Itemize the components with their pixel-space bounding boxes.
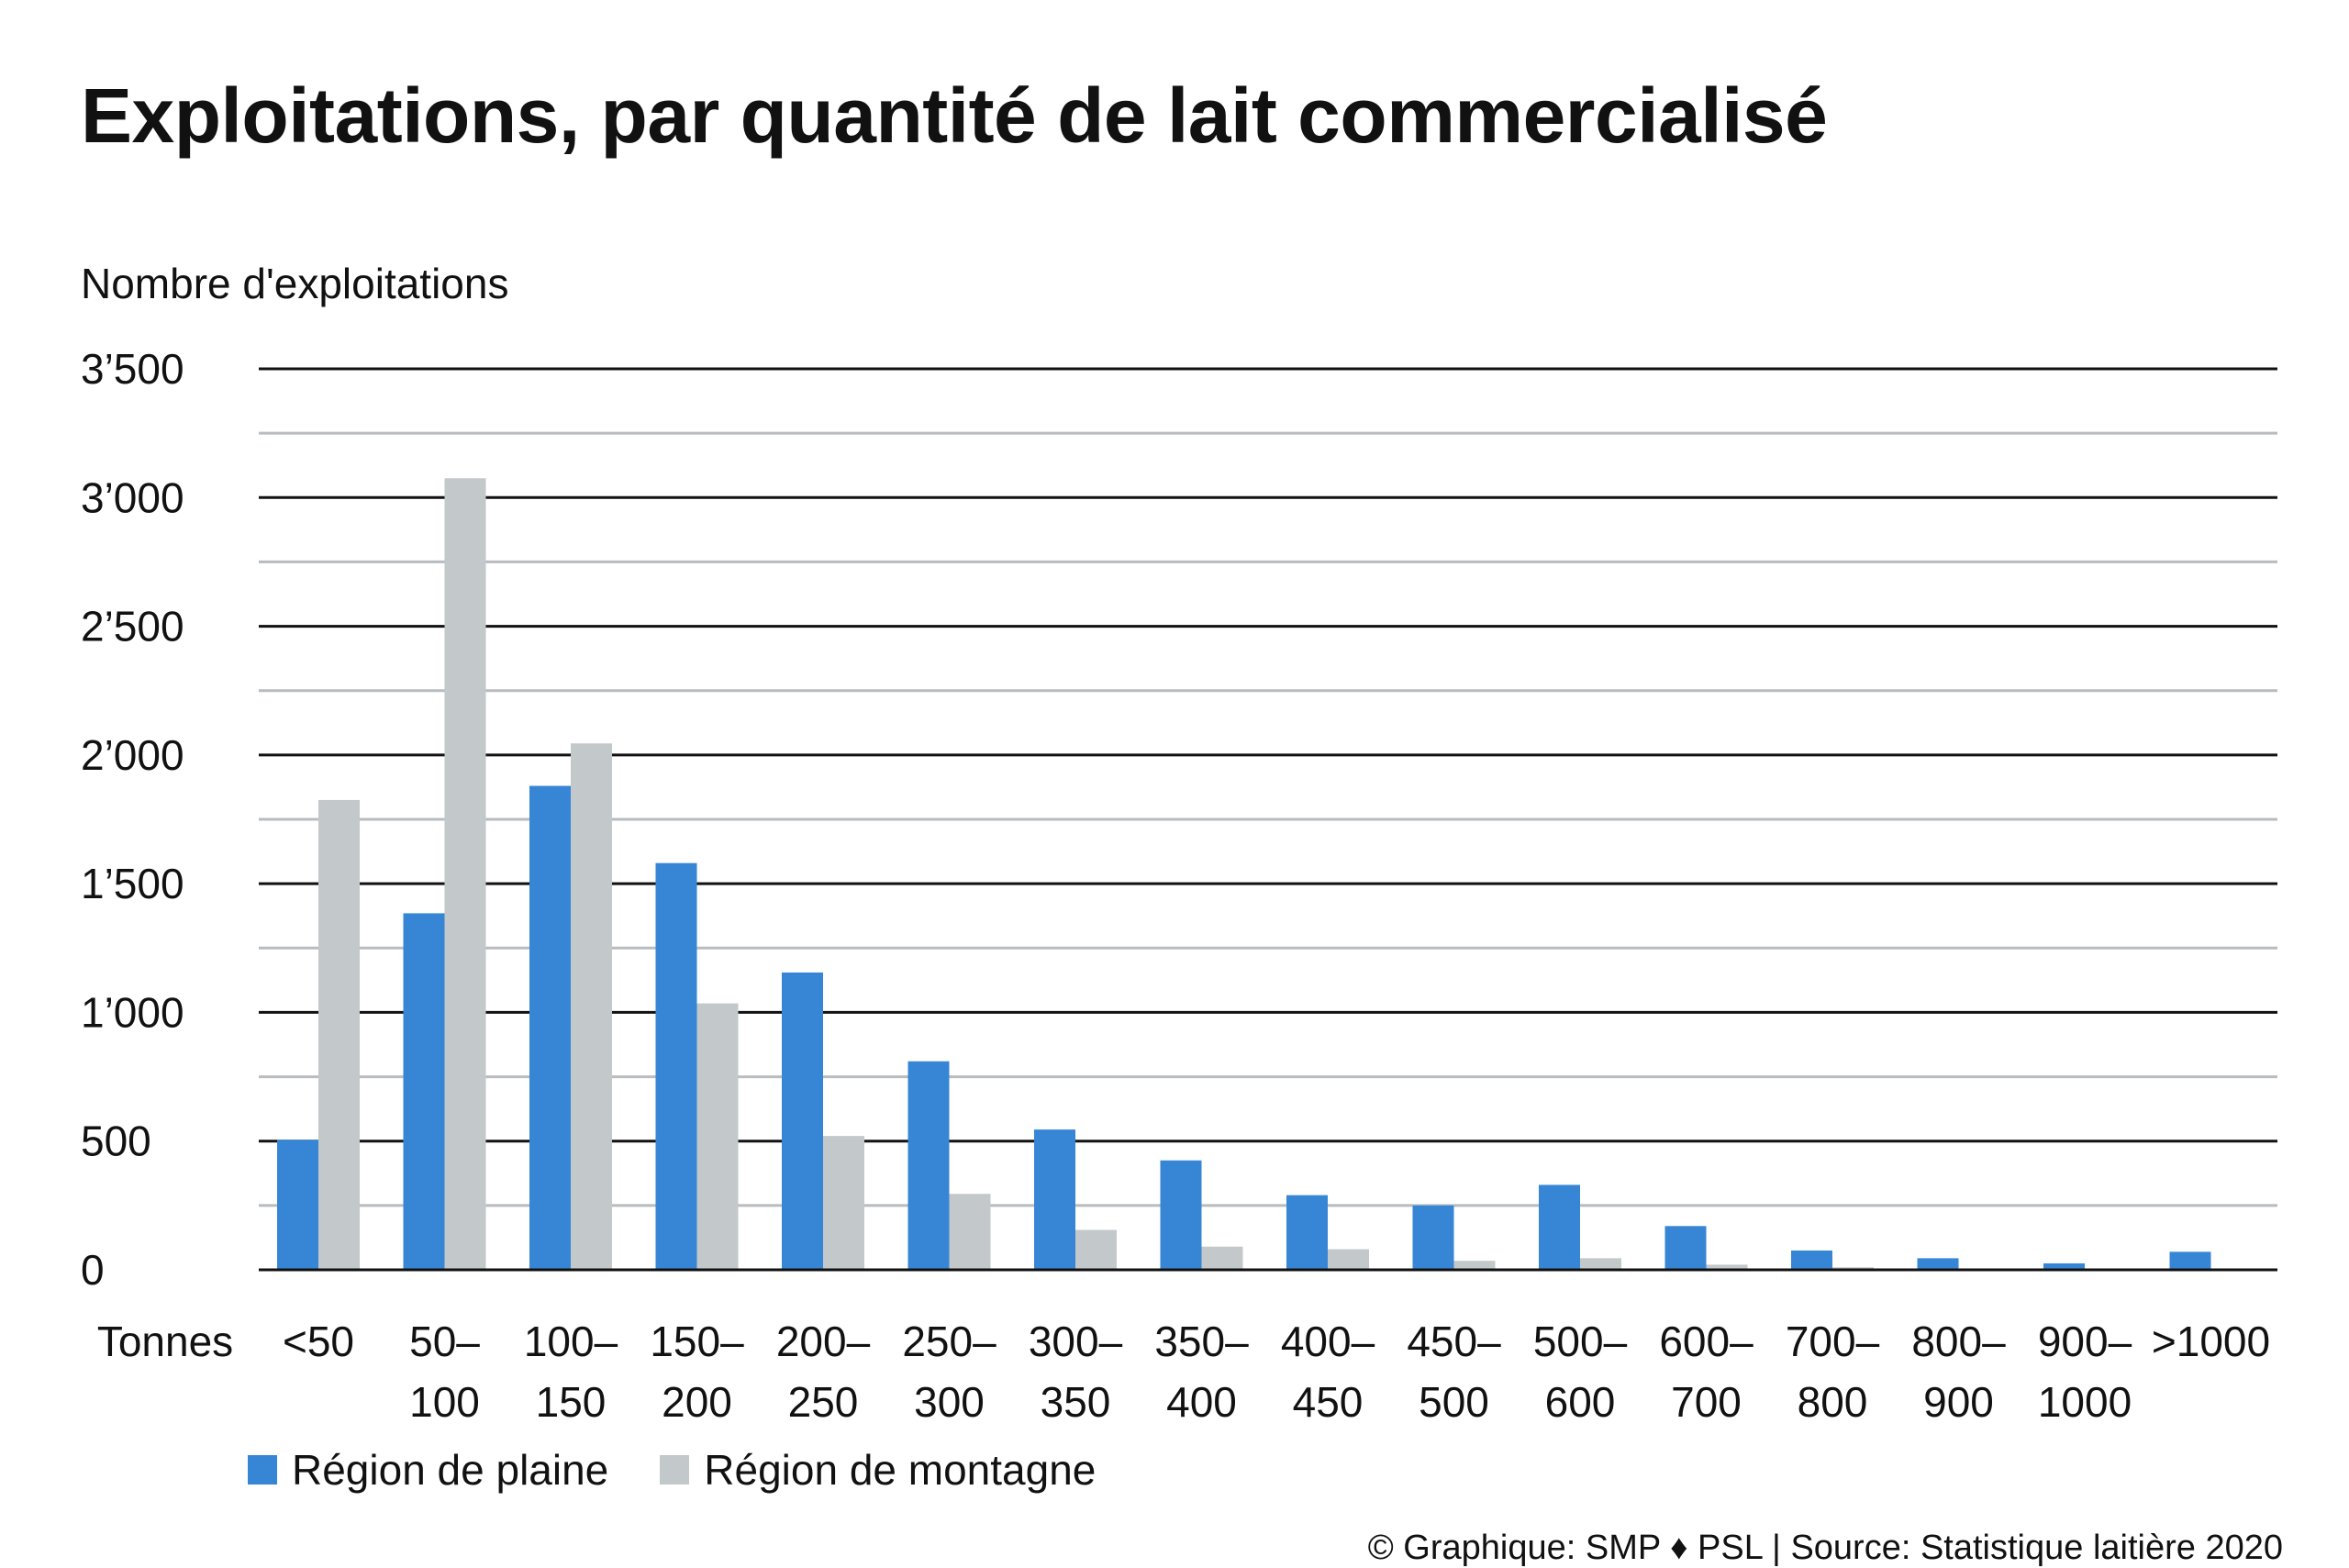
source-credit: © Graphique: SMP ♦ PSL | Source: Statist… (1367, 1529, 2283, 1567)
x-tick-label: 600– (1659, 1318, 1753, 1365)
x-tick-label: 250– (902, 1318, 996, 1365)
legend-item-montagne: Région de montagne (660, 1445, 1096, 1495)
x-tick-label: 300 (914, 1378, 985, 1426)
x-tick-label: 400– (1281, 1318, 1375, 1365)
x-tick-label: 900 (1923, 1378, 1994, 1426)
x-tick-label: 200 (662, 1378, 732, 1426)
x-tick-label: 800– (1911, 1318, 2006, 1365)
x-tick-label: 450– (1407, 1318, 1501, 1365)
legend-label-plaine: Région de plaine (292, 1446, 609, 1494)
bar-plaine (1286, 1195, 1328, 1270)
x-tick-label: 50– (409, 1318, 480, 1365)
bar-plaine (1539, 1184, 1580, 1270)
legend-item-plaine: Région de plaine (248, 1445, 608, 1495)
bar-montagne (571, 743, 612, 1270)
y-tick-label: 500 (81, 1118, 151, 1165)
x-tick-label: 150 (536, 1378, 607, 1426)
bar-plaine (277, 1140, 318, 1270)
bar-plaine (1034, 1129, 1075, 1270)
bar-plaine (782, 972, 823, 1270)
chart-title: Exploitations, par quantité de lait comm… (81, 72, 1828, 159)
y-tick-label: 3’000 (81, 473, 184, 521)
x-tick-label: 500 (1419, 1378, 1489, 1426)
x-tick-label: 100– (524, 1318, 618, 1365)
legend-label-montagne: Région de montagne (704, 1446, 1097, 1494)
bar-plaine (1160, 1160, 1202, 1270)
bar-plaine (529, 785, 571, 1270)
bar-plaine (1791, 1250, 1832, 1270)
bar-montagne (1453, 1261, 1496, 1270)
bar-montagne (318, 799, 360, 1270)
x-tick-label: >1000 (2152, 1318, 2270, 1365)
x-tick-label: 300– (1029, 1318, 1123, 1365)
bar-montagne (444, 478, 486, 1270)
x-tick-label: 350– (1154, 1318, 1249, 1365)
bar-montagne (1201, 1246, 1243, 1270)
bar-plaine (1664, 1226, 1707, 1270)
y-axis-label: Nombre d'exploitations (81, 260, 509, 307)
x-tick-label: 900– (2038, 1318, 2132, 1365)
x-tick-label: 350 (1041, 1378, 1111, 1426)
bar-montagne (696, 1003, 739, 1270)
bars (277, 478, 2253, 1270)
legend-swatch-montagne (660, 1455, 690, 1485)
gridlines (259, 367, 2277, 1207)
bar-montagne (949, 1194, 991, 1270)
x-axis-label: Tonnes (97, 1318, 233, 1365)
x-tick-label: 450 (1293, 1378, 1364, 1426)
x-tick-label: 700– (1786, 1318, 1880, 1365)
bar-montagne (1328, 1249, 1369, 1270)
x-tick-label: 250 (788, 1378, 859, 1426)
x-tick-label: <50 (283, 1318, 354, 1365)
bar-plaine (2169, 1251, 2211, 1270)
x-tick-label: 500– (1533, 1318, 1628, 1365)
y-tick-label: 0 (81, 1246, 105, 1294)
bar-plaine (403, 913, 445, 1270)
x-tick-label: 800 (1798, 1378, 1868, 1426)
y-tick-label: 1’000 (81, 988, 184, 1036)
x-tick-label: 100 (409, 1378, 480, 1426)
x-tick-label: 700 (1671, 1378, 1742, 1426)
x-tick-label: 150– (650, 1318, 744, 1365)
x-axis-ticks: <50 50– 100 100– 150 150– 200 200– 250 250– 300 300… (283, 1318, 2270, 1426)
y-tick-label: 3’500 (81, 345, 184, 393)
y-tick-label: 2’000 (81, 731, 184, 779)
x-tick-label: 1000 (2038, 1378, 2132, 1426)
bar-plaine (907, 1061, 950, 1270)
bar-plaine (1412, 1205, 1454, 1270)
bar-montagne (1075, 1229, 1117, 1270)
legend-swatch-plaine (248, 1455, 277, 1485)
x-tick-label: 400 (1166, 1378, 1237, 1426)
legend: Région de plaine Région de montagne (248, 1442, 1147, 1497)
y-tick-label: 2’500 (81, 603, 184, 651)
x-tick-label: 600 (1545, 1378, 1616, 1426)
bar-plaine (655, 862, 697, 1270)
y-tick-label: 1’500 (81, 860, 184, 907)
bar-plaine (2043, 1262, 2085, 1270)
bar-montagne (1706, 1264, 1748, 1270)
bar-montagne (823, 1136, 864, 1270)
y-axis-ticks: 0 500 1’000 1’500 2’000 2’500 3’000 3’500 (81, 345, 184, 1294)
x-tick-label: 200– (776, 1318, 871, 1365)
bar-plaine (1917, 1258, 1959, 1270)
bar-montagne (1580, 1258, 1621, 1270)
